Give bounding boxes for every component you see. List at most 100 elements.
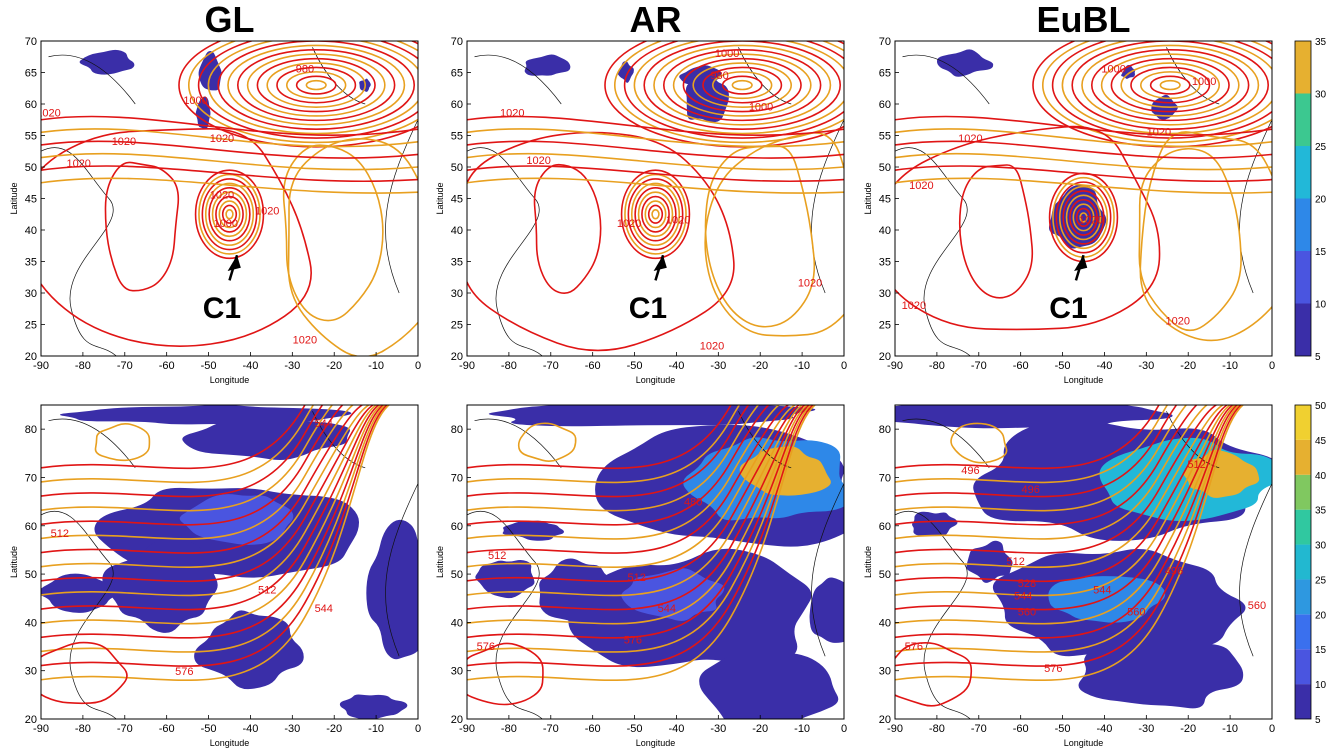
- contour-lines: [467, 405, 817, 706]
- contour-label: 560: [1127, 606, 1145, 618]
- x-tick-label: -90: [459, 723, 475, 735]
- coastline: [41, 411, 418, 719]
- y-tick-label: 20: [25, 351, 37, 363]
- map-field: 1000 1000 1020 1020 1020 1020 1020 1020 C1: [895, 41, 1272, 356]
- x-tick-label: -60: [159, 723, 175, 735]
- shaded-region: [59, 405, 352, 425]
- contour-label: 496: [1165, 566, 1183, 578]
- colorbar-tick-label: 20: [1315, 195, 1327, 206]
- x-tick-label: -40: [1096, 723, 1112, 735]
- x-tick-label: 0: [415, 360, 421, 372]
- y-tick-label: 25: [25, 320, 37, 332]
- x-tick-label: -20: [752, 360, 768, 372]
- contour-label: 560: [1018, 606, 1036, 618]
- x-tick-label: -70: [971, 360, 987, 372]
- colorbar-tick-label: 10: [1315, 680, 1327, 691]
- x-axis-label: Longitude: [1064, 738, 1104, 748]
- x-tick-label: -50: [627, 360, 643, 372]
- x-tick-label: -60: [585, 723, 601, 735]
- x-tick-label: -40: [668, 723, 684, 735]
- panel-gl-top: 1020 1000 980 1020 1020 1020 1000 1020 1020 1020 C…: [9, 0, 421, 385]
- contour-label: 1020: [210, 133, 234, 145]
- contour-label: 1000: [183, 95, 207, 107]
- contour-label: 1020: [66, 158, 90, 170]
- colorbar-tick-label: 30: [1315, 90, 1327, 101]
- shaded-region: [194, 610, 304, 690]
- contour-label: 544: [658, 603, 676, 615]
- colorbar-tick-label: 5: [1315, 715, 1321, 726]
- cyclone-annotation: C1: [629, 292, 667, 325]
- x-axis-label: Longitude: [636, 375, 676, 385]
- y-tick-label: 30: [879, 666, 891, 678]
- y-tick-label: 45: [451, 194, 463, 206]
- x-tick-label: -10: [368, 723, 384, 735]
- y-tick-label: 70: [879, 472, 891, 484]
- contour-label: 1020: [902, 300, 926, 312]
- x-tick-label: 0: [841, 723, 847, 735]
- x-tick-label: -90: [459, 360, 475, 372]
- contour-label: 512: [488, 550, 506, 562]
- contour-label: 980: [710, 70, 728, 82]
- contour-label: 1020: [1166, 316, 1190, 328]
- x-tick-label: -60: [1013, 360, 1029, 372]
- contour-label: 512: [627, 572, 645, 584]
- y-tick-label: 70: [879, 36, 891, 48]
- colorbar-segment: [1295, 684, 1311, 719]
- x-tick-label: -80: [929, 723, 945, 735]
- panel-title: EuBL: [1037, 0, 1131, 40]
- y-tick-label: 70: [25, 472, 37, 484]
- colorbar-tick-label: 15: [1315, 645, 1327, 656]
- contour-label: 1000: [213, 218, 237, 230]
- y-tick-label: 50: [879, 569, 891, 581]
- y-tick-label: 70: [25, 36, 37, 48]
- colorbar-segment: [1295, 544, 1311, 580]
- x-tick-label: -70: [543, 360, 559, 372]
- y-tick-label: 35: [25, 257, 37, 269]
- shaded-region: [679, 65, 722, 86]
- arrow-head: [227, 255, 241, 271]
- contour-label: 512: [1006, 556, 1024, 568]
- colorbar-segment: [1295, 439, 1311, 475]
- contour-label: 1020: [1147, 127, 1171, 139]
- y-tick-label: 55: [879, 131, 891, 143]
- colorbar-segment: [1295, 405, 1311, 440]
- y-tick-label: 35: [879, 257, 891, 269]
- contour-label: 1020: [958, 133, 982, 145]
- x-tick-label: -60: [159, 360, 175, 372]
- top-colorbar: 5 10 15 20 25 30 35: [1294, 37, 1327, 363]
- x-tick-label: -50: [1055, 360, 1071, 372]
- y-axis-label: Latitude: [9, 546, 19, 578]
- colorbar-segment: [1295, 146, 1311, 199]
- axes-frame: [894, 404, 1273, 720]
- colorbar-tick-label: 25: [1315, 575, 1327, 586]
- map-field: 480 512 512 544 576 576: [467, 405, 844, 719]
- y-tick-label: 45: [25, 194, 37, 206]
- map-field: 512 512 544 576 544: [41, 405, 418, 719]
- contour-label: 544: [1014, 591, 1032, 603]
- shaded-region: [198, 50, 222, 91]
- x-tick-label: -70: [117, 723, 133, 735]
- y-tick-label: 60: [451, 521, 463, 533]
- colorbar-tick-label: 5: [1315, 352, 1321, 363]
- contour-label: 544: [315, 418, 333, 430]
- shaded-region: [79, 49, 135, 75]
- contour-label: 1020: [500, 108, 524, 120]
- shaded-region: [1048, 576, 1166, 623]
- shaded-region: [699, 652, 839, 719]
- panel-eubl-top: 1000 1000 1020 1020 1020 1020 1020 1020 C1 -90 -80…: [863, 0, 1275, 385]
- y-tick-label: 80: [25, 424, 37, 436]
- x-tick-label: -40: [1096, 360, 1112, 372]
- x-tick-label: -50: [201, 723, 217, 735]
- x-tick-label: -30: [710, 723, 726, 735]
- y-tick-label: 60: [25, 521, 37, 533]
- colorbar-tick-label: 15: [1315, 247, 1327, 258]
- colorbar-tick-label: 45: [1315, 436, 1327, 447]
- y-tick-label: 40: [879, 225, 891, 237]
- shaded-region: [366, 519, 418, 660]
- shaded-region: [339, 694, 408, 719]
- x-tick-label: 0: [841, 360, 847, 372]
- map-field: 1000 980 1020 1020 1020 1020 1000 1020 1020 C1: [467, 41, 844, 356]
- shaded-region: [488, 405, 816, 427]
- x-tick-label: 0: [415, 723, 421, 735]
